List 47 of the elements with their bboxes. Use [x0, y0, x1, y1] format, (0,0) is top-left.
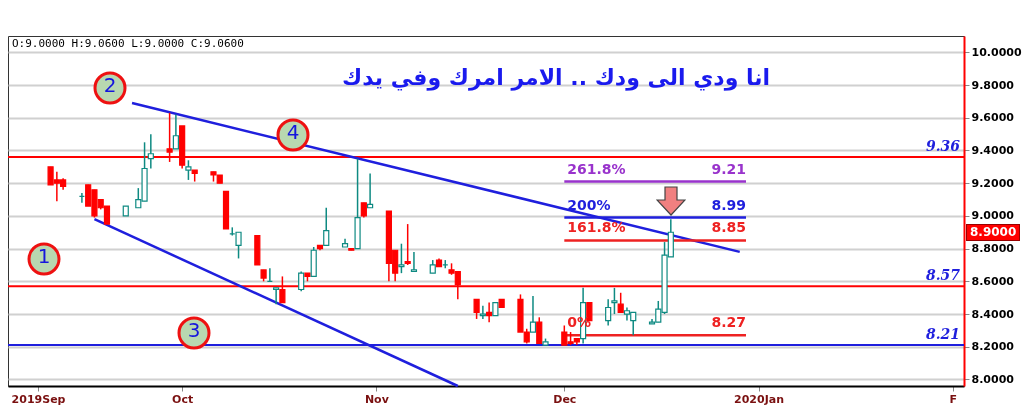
y-tick-label: 9.4000: [971, 143, 1015, 157]
series-label: 261.8%: [567, 160, 626, 177]
y-tick-label: 9.0000: [971, 209, 1015, 223]
candlestick: [529, 295, 537, 333]
x-tick-label: 2020Jan: [734, 392, 785, 406]
y-tick-label: 8.8000: [971, 242, 1015, 256]
y-tick-label: 8.6000: [971, 274, 1015, 288]
ref-line-label: 8.21: [925, 326, 960, 343]
x-tick-label: F: [949, 392, 957, 406]
y-tick-label: 8.0000: [971, 372, 1015, 386]
y-tick-label: 8.2000: [971, 340, 1015, 354]
y-tick-label: 9.8000: [971, 78, 1015, 92]
candlestick: [479, 305, 486, 320]
x-tick-label: Oct: [172, 392, 194, 406]
annotation: انا ودي الى ودك .. الامر امرك وفي يدك: [341, 65, 771, 91]
x-tick-label: Dec: [553, 392, 577, 406]
candlestick: [367, 172, 374, 209]
candlestick: [398, 242, 405, 274]
candlestick: [273, 287, 280, 305]
series-label: 161.8%: [567, 219, 626, 236]
candlestick: [611, 287, 618, 315]
data-label: 8.99: [711, 196, 746, 213]
candlestick: [147, 133, 154, 170]
candlestick: [473, 298, 480, 320]
candlestick: [486, 301, 493, 323]
y-tick-label: 10.0000: [971, 45, 1022, 59]
candlestick: [617, 292, 624, 314]
data-label: 8.85: [711, 219, 746, 236]
ref-line-label: 8.57: [925, 267, 961, 284]
text: 8.9000: [966, 224, 1021, 242]
series-label: 200%: [567, 196, 611, 213]
y-tick-label: 8.4000: [971, 307, 1015, 321]
x-tick-label: Nov: [364, 392, 390, 406]
data-label: 9.21: [711, 160, 746, 177]
candlestick: [323, 206, 330, 247]
y-tick-label: 9.2000: [971, 176, 1015, 190]
candlestick: [605, 298, 612, 327]
data-label: 8.27: [711, 314, 746, 331]
candlestick: [185, 159, 192, 181]
annotation: O:9.0000 H:9.0600 L:9.0000 C:9.0600: [12, 37, 244, 50]
ref-line-label: 9.36: [925, 138, 961, 155]
candlestick: [404, 223, 411, 266]
candlestick: [410, 251, 418, 273]
candlestick: [536, 316, 543, 345]
candlestick: [172, 113, 179, 150]
y-tick-label: 9.6000: [971, 111, 1015, 125]
x-tick-label: 2019Sep: [11, 392, 66, 406]
